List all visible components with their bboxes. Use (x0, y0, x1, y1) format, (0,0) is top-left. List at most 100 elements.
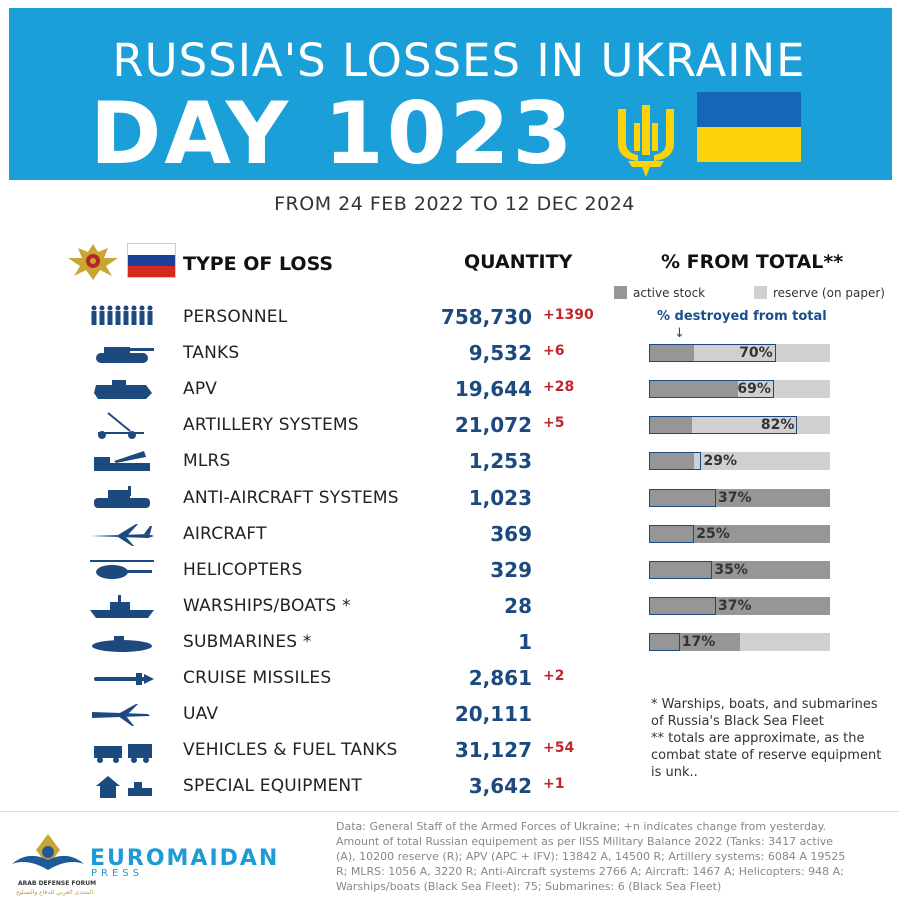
destroyed-segment (649, 524, 695, 543)
table-row: AIRCRAFT 369 25% (0, 516, 899, 552)
loss-quantity: 9,532 (468, 341, 532, 366)
destroyed-segment (649, 452, 702, 471)
russian-emblem-icon (68, 244, 118, 280)
header-percent: % FROM TOTAL** (661, 251, 844, 273)
loss-type-label: CRUISE MISSILES (183, 668, 332, 688)
table-row: SPECIAL EQUIPMENT 3,642 +1 (0, 768, 899, 804)
daily-change: +28 (543, 379, 575, 396)
active-stock-segment (649, 416, 693, 435)
loss-type-label: SUBMARINES * (183, 631, 312, 652)
trident-icon (618, 105, 674, 177)
percent-bar: 35% (649, 560, 830, 579)
divider (0, 811, 899, 812)
table-row: VEHICLES & FUEL TANKS 31,127 +54 (0, 732, 899, 768)
legend-reserve: reserve (on paper) (754, 286, 885, 300)
page-title: RUSSIA'S LOSSES IN UKRAINE (112, 34, 806, 87)
anti-aircraft-icon (94, 485, 150, 508)
vehicles-icon (94, 744, 152, 764)
arab-defense-forum-logo-icon (12, 834, 84, 870)
percent-label: 37% (717, 489, 752, 506)
loss-quantity: 1 (518, 629, 532, 654)
percent-label: 25% (696, 525, 730, 542)
active-stock-segment (649, 632, 740, 651)
loss-type-label: ARTILLERY SYSTEMS (183, 415, 359, 436)
active-stock-segment (649, 380, 738, 399)
table-row: HELICOPTERS 329 35% (0, 552, 899, 588)
destroyed-segment (649, 416, 798, 435)
special-equipment-icon (96, 776, 152, 799)
loss-type-label: VEHICLES & FUEL TANKS (183, 740, 398, 761)
arrow-down-icon: ↓ (674, 326, 685, 341)
loss-type-label: ANTI-AIRCRAFT SYSTEMS (183, 487, 399, 508)
mlrs-icon (94, 451, 150, 472)
active-stock-segment (649, 596, 830, 615)
header-type-of-loss: TYPE OF LOSS (183, 253, 334, 275)
loss-quantity: 3,642 (468, 774, 532, 799)
soldiers-icon (91, 305, 153, 325)
loss-quantity: 20,111 (454, 702, 532, 727)
table-row: UAV 20,111 (0, 696, 899, 732)
loss-type-label: APV (183, 379, 218, 400)
destroyed-segment (649, 344, 776, 363)
percent-bar: 37% (649, 488, 830, 507)
active-stock-segment (649, 560, 830, 579)
active-stock-segment (649, 524, 830, 543)
daily-change: +54 (543, 740, 575, 757)
loss-type-label: SPECIAL EQUIPMENT (183, 776, 362, 797)
percent-bar: 25% (649, 524, 830, 543)
active-stock-segment (649, 344, 695, 363)
loss-type-label: WARSHIPS/BOATS * (183, 595, 351, 616)
footnote-totals: ** totals are approximate, as the combat… (651, 731, 882, 780)
percent-label: 35% (714, 561, 748, 578)
arab-defense-forum-arabic: المنتدى العربي للدفاع والتسليح (16, 889, 93, 896)
loss-type-label: HELICOPTERS (183, 559, 303, 580)
source-text: Data: General Staff of the Armed Forces … (336, 820, 846, 893)
active-stock-segment (649, 488, 830, 507)
daily-change: +5 (543, 415, 565, 432)
russia-flag (127, 243, 176, 278)
apv-icon (94, 380, 152, 400)
loss-type-label: PERSONNEL (183, 307, 288, 327)
table-row: WARSHIPS/BOATS * 28 37% (0, 588, 899, 624)
loss-type-label: UAV (183, 704, 219, 725)
daily-change: +6 (543, 343, 565, 360)
cruise-missile-icon (94, 673, 154, 685)
percent-label: 37% (717, 597, 752, 614)
percent-label: 70% (739, 345, 773, 362)
euromaidan-press: PRESS (91, 868, 143, 879)
table-row: SUBMARINES * 1 17% (0, 624, 899, 660)
footnote-warships: * Warships, boats, and submarines of Rus… (651, 697, 878, 729)
date-range: FROM 24 FEB 2022 TO 12 DEC 2024 (274, 193, 635, 215)
loss-quantity: 31,127 (454, 738, 532, 763)
destroyed-segment (649, 380, 774, 399)
loss-quantity: 329 (490, 557, 532, 582)
legend-active: active stock (614, 286, 705, 300)
aircraft-icon (90, 523, 154, 546)
loss-type-label: AIRCRAFT (183, 523, 267, 544)
destroyed-note: % destroyed from total (657, 309, 827, 324)
table-row: APV 19,644 +28 69% (0, 371, 899, 407)
percent-label: 29% (703, 453, 737, 470)
table-row: ANTI-AIRCRAFT SYSTEMS 1,023 37% (0, 480, 899, 516)
percent-label: 82% (760, 417, 795, 434)
percent-bar: 37% (649, 596, 830, 615)
daily-change: +1390 (543, 307, 594, 323)
submarine-icon (92, 635, 152, 652)
footnotes: * Warships, boats, and submarines of Rus… (651, 696, 891, 781)
destroyed-segment (649, 488, 716, 507)
loss-quantity: 1,023 (468, 485, 532, 510)
ukraine-flag (697, 92, 801, 162)
table-row: TANKS 9,532 +6 70% (0, 335, 899, 371)
percent-bar: 17% (649, 632, 830, 651)
uav-icon (92, 704, 150, 727)
active-stock-segment (649, 452, 695, 471)
loss-quantity: 369 (490, 521, 532, 546)
percent-bar: 29% (649, 452, 830, 471)
percent-label: 17% (681, 633, 716, 650)
percent-bar: 69% (649, 380, 830, 399)
table-row: CRUISE MISSILES 2,861 +2 (0, 660, 899, 696)
loss-quantity: 19,644 (454, 377, 532, 402)
destroyed-segment (649, 632, 680, 651)
header-banner: RUSSIA'S LOSSES IN UKRAINE DAY 1023 (9, 8, 892, 180)
loss-quantity: 1,253 (468, 449, 532, 474)
